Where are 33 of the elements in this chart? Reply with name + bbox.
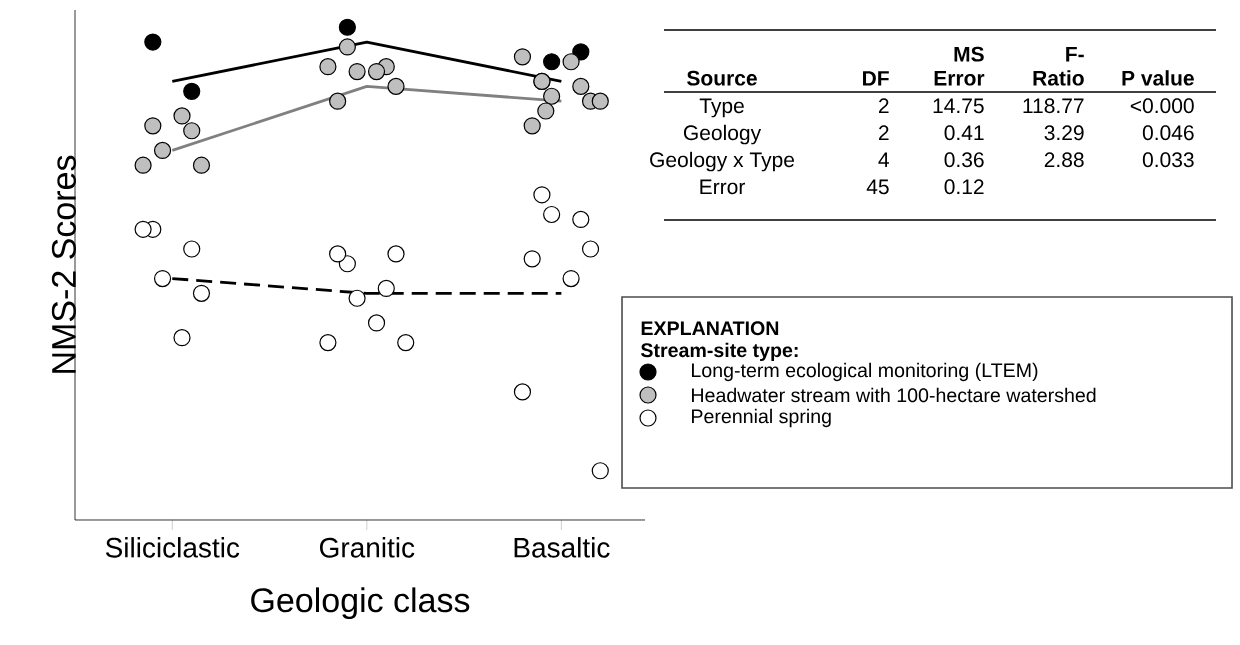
x-tick-label: Granitic [320, 537, 415, 558]
y-axis-title: NMS-2 Scores [51, 155, 76, 373]
text: P value [1122, 70, 1194, 86]
x-axis-title: Geologic class [251, 587, 470, 620]
legend-label: Perennial spring [692, 408, 831, 428]
text: 118.77 [1023, 98, 1084, 114]
text: 4 [878, 152, 889, 167]
text: MS Error [934, 46, 985, 86]
x-tick-label: Basaltic [514, 537, 610, 558]
annotation: EXPLANATION [641, 321, 779, 336]
text: Geology x Type [650, 151, 795, 172]
text: 2 [879, 125, 889, 140]
text: F-Ratio [1033, 46, 1084, 86]
text: Source [687, 70, 757, 86]
text: <0.000 [1130, 98, 1194, 114]
text: 3.29 [1044, 125, 1084, 141]
text: DF [863, 71, 889, 86]
text: 45 [866, 179, 889, 195]
legend-title: Stream-site type: [640, 342, 798, 362]
text: 0.033 [1142, 152, 1194, 168]
legend-label: Headwater stream with 100-hectare watershed [692, 387, 1096, 403]
text: Error [700, 179, 745, 195]
text: 2 [879, 98, 889, 113]
text: Type [699, 98, 744, 118]
x-tick-label: Siliciclastic [105, 537, 240, 558]
text: 2.88 [1044, 152, 1084, 168]
legend-label: Long-term ecological monitoring (LTEM) [692, 362, 1038, 382]
text: 0.41 [944, 125, 984, 141]
text: 0.36 [944, 152, 984, 168]
text: 0.046 [1142, 125, 1194, 141]
text: 0.12 [944, 179, 984, 195]
text: 14.75 [933, 98, 984, 114]
text: Geology [683, 124, 762, 145]
